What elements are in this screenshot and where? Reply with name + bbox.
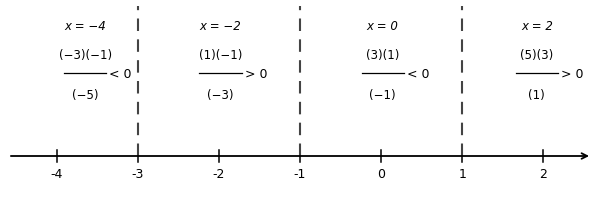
Text: < 0: < 0 — [407, 68, 430, 82]
Text: (−3)(−1): (−3)(−1) — [59, 49, 112, 62]
Text: > 0: > 0 — [245, 68, 268, 82]
Text: (5)(3): (5)(3) — [520, 49, 553, 62]
Text: -4: -4 — [50, 168, 63, 181]
Text: < 0: < 0 — [109, 68, 132, 82]
Text: -2: -2 — [213, 168, 225, 181]
Text: (1)(−1): (1)(−1) — [199, 49, 242, 62]
Text: -3: -3 — [131, 168, 144, 181]
Text: (3)(1): (3)(1) — [366, 49, 400, 62]
Text: x = 2: x = 2 — [521, 20, 553, 32]
Text: x = 0: x = 0 — [367, 20, 398, 32]
Text: x = −4: x = −4 — [64, 20, 106, 32]
Text: x = −2: x = −2 — [200, 20, 241, 32]
Text: 0: 0 — [377, 168, 385, 181]
Text: (−1): (−1) — [370, 88, 396, 102]
Text: (−5): (−5) — [72, 88, 98, 102]
Text: (1): (1) — [529, 88, 545, 102]
Text: 1: 1 — [458, 168, 466, 181]
Text: -1: -1 — [294, 168, 306, 181]
Text: > 0: > 0 — [561, 68, 584, 82]
Text: (−3): (−3) — [207, 88, 234, 102]
Text: 2: 2 — [539, 168, 547, 181]
